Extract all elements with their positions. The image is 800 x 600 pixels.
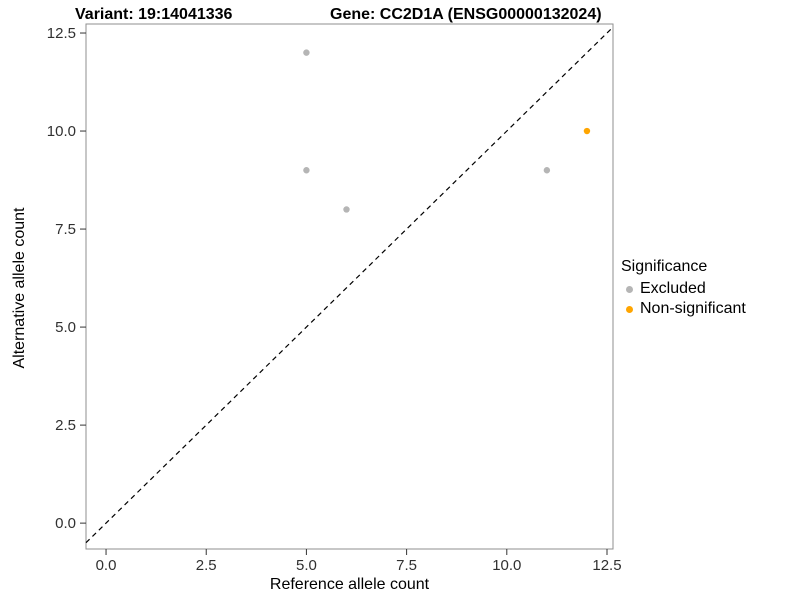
plot-title-variant: Variant: 19:14041336 (75, 6, 233, 23)
legend-item-excluded: Excluded (621, 279, 746, 299)
data-point (303, 167, 310, 174)
x-tick-label: 10.0 (492, 557, 521, 574)
legend-title: Significance (621, 258, 708, 275)
legend: Significance Excluded Non-significant (621, 258, 746, 319)
x-tick-label: 2.5 (196, 557, 217, 574)
y-tick-label: 2.5 (55, 417, 76, 434)
x-axis-label: Reference allele count (269, 576, 430, 593)
x-tick-label: 7.5 (396, 557, 417, 574)
legend-item-non-significant: Non-significant (621, 299, 746, 319)
legend-item-label: Non-significant (640, 300, 746, 317)
non-significant-dot-icon (626, 305, 633, 313)
y-tick-label: 0.0 (55, 515, 76, 532)
identity-line (85, 26, 614, 544)
legend-item-label: Excluded (640, 280, 706, 297)
x-tick-label: 0.0 (96, 557, 117, 574)
plot-panel (85, 23, 614, 550)
y-tick-label: 7.5 (55, 221, 76, 238)
x-tick-label: 12.5 (592, 557, 621, 574)
data-point (583, 127, 591, 135)
excluded-dot-icon (626, 285, 633, 293)
x-tick-label: 5.0 (296, 557, 317, 574)
y-tick-label: 10.0 (47, 123, 76, 140)
plot-title-gene: Gene: CC2D1A (ENSG00000132024) (330, 6, 602, 23)
data-point (543, 167, 551, 174)
data-point (303, 49, 310, 56)
data-point (343, 206, 350, 213)
y-tick-label: 12.5 (47, 25, 76, 42)
y-axis-label: Alternative allele count (11, 207, 28, 369)
y-tick-label: 5.0 (55, 319, 76, 336)
